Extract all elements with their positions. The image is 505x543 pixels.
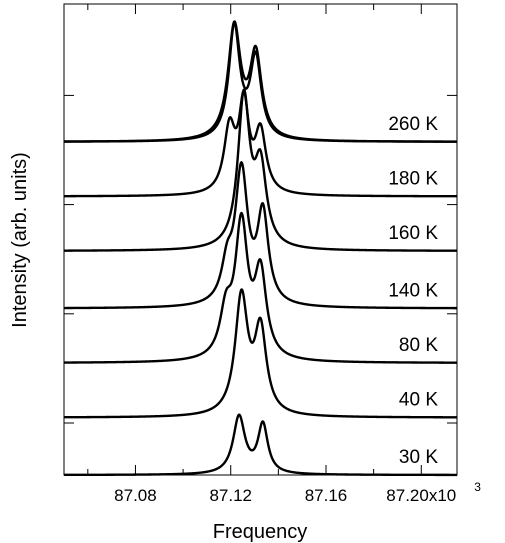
series-label-2: 80 K xyxy=(399,335,438,356)
series-curve-7 xyxy=(63,21,458,143)
series-curve-4 xyxy=(63,88,458,252)
x-axis-title: Frequency xyxy=(213,521,308,543)
x-tick-exponent: 3 xyxy=(474,480,481,494)
series-curve-1 xyxy=(63,288,458,419)
x-tick-label-3: 87.20x10 xyxy=(386,486,456,505)
series-labels: 30 K 40 K 80 K 140 K 160 K 180 K 260 K xyxy=(388,114,438,468)
plot-frame xyxy=(63,3,458,476)
x-tick-label-0: 87.08 xyxy=(114,486,157,505)
series-curve-3 xyxy=(63,161,458,310)
series-curve-5 xyxy=(63,89,458,198)
x-tick-label-2: 87.16 xyxy=(305,486,348,505)
series-label-1: 40 K xyxy=(399,390,438,411)
series-curve-2 xyxy=(63,211,458,364)
x-tick-label-1: 87.12 xyxy=(209,486,252,505)
series-curves xyxy=(63,20,458,477)
series-label-0: 30 K xyxy=(399,447,438,468)
x-tick-labels: 87.08 87.12 87.16 87.20x10 3 xyxy=(114,480,481,505)
series-label-3: 140 K xyxy=(388,280,438,301)
series-label-6: 260 K xyxy=(388,114,438,135)
y-axis-title: Intensity (arb. units) xyxy=(9,152,31,328)
series-label-5: 180 K xyxy=(388,168,438,189)
series-label-4: 160 K xyxy=(388,223,438,244)
series-curve-0 xyxy=(63,413,458,477)
